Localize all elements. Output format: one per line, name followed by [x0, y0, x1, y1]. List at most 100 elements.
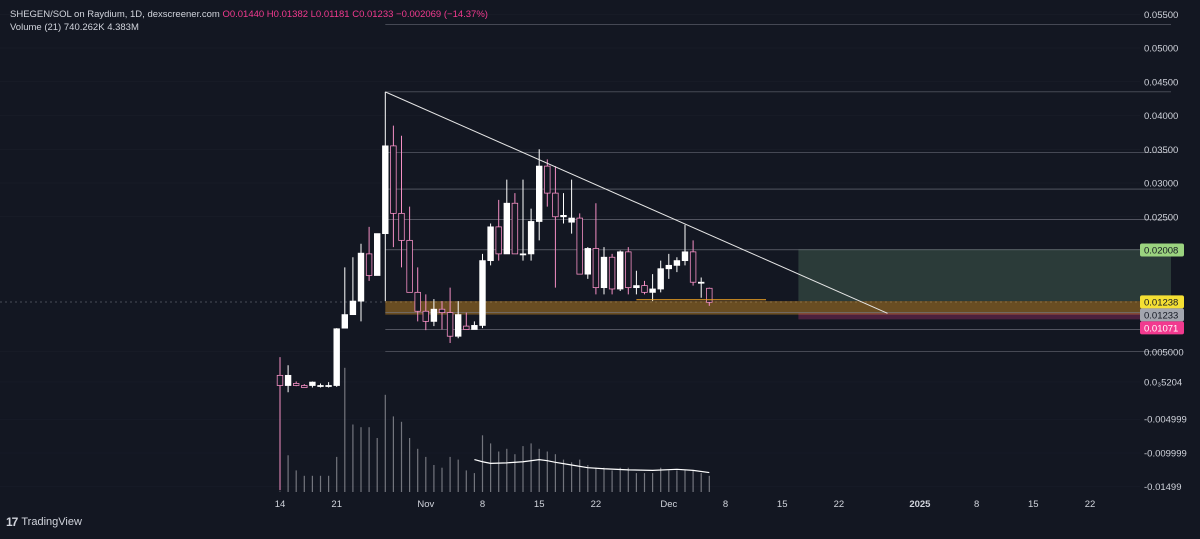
candle	[495, 199, 502, 261]
volume-bar	[425, 456, 427, 492]
price-tag-bg	[1140, 321, 1184, 335]
tradingview-brand[interactable]: 17 TradingView	[6, 515, 82, 529]
candle	[309, 381, 316, 388]
price-tag: 0.01071	[1140, 321, 1184, 335]
x-tick-label: 15	[777, 499, 788, 510]
x-tick-label: 21	[331, 499, 342, 510]
candle	[536, 149, 543, 241]
candle-body	[560, 214, 567, 218]
volume-bar	[514, 454, 516, 492]
candle-body	[584, 248, 591, 275]
candle	[487, 223, 494, 266]
grid-lines	[0, 14, 1140, 487]
candle	[649, 274, 656, 302]
candle-body	[665, 264, 672, 270]
candle	[301, 384, 308, 388]
price-tag: 0.01238	[1140, 295, 1184, 309]
candle-body	[446, 312, 454, 337]
candle-body	[301, 385, 308, 388]
legend-row-symbol[interactable]: SHEGEN/SOL on Raydium, 1D, dexscreener.c…	[10, 8, 488, 21]
price-tag-label: 0.02008	[1144, 245, 1178, 256]
price-tag: 0.01233	[1140, 308, 1184, 322]
candle-body	[633, 285, 640, 289]
volume-bar	[692, 470, 694, 492]
volume-bar	[481, 435, 484, 492]
candle	[560, 193, 567, 224]
volume-ma-layer	[474, 458, 710, 474]
y-tick-label: 0.03500	[1144, 145, 1178, 156]
candle	[568, 179, 575, 234]
candle	[665, 253, 672, 279]
volume-bar	[546, 451, 548, 492]
x-tick-label: 14	[275, 499, 286, 510]
candle-body	[511, 202, 519, 255]
legend-row-volume[interactable]: Volume (21) 740.262K 4.383M	[10, 21, 488, 34]
candle	[390, 125, 397, 248]
zones-layer	[385, 249, 1171, 320]
y-tick-label: 0.0₃5204	[1144, 377, 1182, 388]
volume-label[interactable]: Volume (21)	[10, 22, 62, 33]
candle	[414, 267, 421, 322]
candle	[292, 381, 300, 387]
candle-body	[503, 202, 510, 255]
candle-body	[495, 226, 502, 255]
symbol-title[interactable]: SHEGEN/SOL on Raydium, 1D, dexscreener.c…	[10, 9, 220, 20]
volume-bar	[700, 473, 702, 492]
price-axis[interactable]: 0.05500 0.05000 0.04500 0.04000 0.03500 0.030…	[1144, 10, 1187, 493]
candle	[422, 294, 429, 331]
volume-bar	[376, 438, 378, 492]
price-tags: 0.02008 0.01238 0.01233 0.01071	[1140, 243, 1184, 335]
candle	[552, 166, 559, 288]
price-tag-label: 0.01233	[1144, 310, 1178, 321]
candle	[373, 233, 381, 276]
volume-bar	[611, 470, 613, 492]
candle	[479, 253, 486, 329]
volume-bar	[643, 473, 646, 492]
volume-bar	[311, 475, 313, 492]
drawings-layer	[385, 91, 888, 314]
candle	[438, 301, 446, 330]
y-tick-label: 0.05500	[1144, 10, 1178, 21]
zone-stop	[798, 313, 1171, 320]
volume-bar	[441, 467, 443, 492]
tradingview-logo-icon: 17	[6, 515, 18, 529]
volume-bar	[352, 424, 354, 492]
price-tag-bg	[1140, 243, 1184, 257]
candle	[276, 357, 284, 491]
candle	[333, 328, 340, 387]
ohlc-values: O0.01440 H0.01382 L0.01181 C0.01233 −0.0…	[222, 9, 488, 20]
volume-bar	[684, 470, 686, 492]
y-tick-label: -0.009999	[1144, 448, 1187, 459]
volume-bar	[571, 462, 573, 492]
price-tag-label: 0.01071	[1144, 323, 1178, 334]
candle-body	[608, 256, 616, 290]
candle-body	[617, 251, 624, 290]
volume-bar	[295, 470, 297, 492]
volume-bar	[417, 448, 419, 492]
legend: SHEGEN/SOL on Raydium, 1D, dexscreener.c…	[10, 8, 488, 34]
candle	[689, 240, 697, 286]
y-tick-label: 0.04000	[1144, 111, 1178, 122]
brand-name: TradingView	[21, 516, 82, 528]
candle	[633, 270, 640, 295]
candle-body	[681, 251, 689, 262]
candle	[698, 277, 705, 298]
volume-bar	[562, 459, 565, 492]
candle-body	[284, 374, 292, 386]
y-tick-label: 0.05000	[1144, 44, 1178, 55]
candle-body	[519, 253, 527, 256]
trendline	[385, 91, 888, 314]
volume-bar	[498, 451, 500, 492]
price-tag-bg	[1140, 308, 1184, 322]
candle	[584, 247, 591, 279]
volume-bar	[635, 473, 637, 492]
price-tag: 0.02008	[1140, 243, 1184, 257]
candle-body	[592, 248, 600, 289]
y-tick-label: 0.03000	[1144, 179, 1178, 190]
candle-body	[422, 310, 429, 322]
time-axis[interactable]: 14 21 Nov 8 15 22 Dec 8 15 22 2025 8 15 22	[275, 499, 1096, 510]
x-tick-label: 15	[534, 499, 545, 510]
candle-body	[673, 260, 681, 266]
volume-bar	[433, 465, 435, 492]
